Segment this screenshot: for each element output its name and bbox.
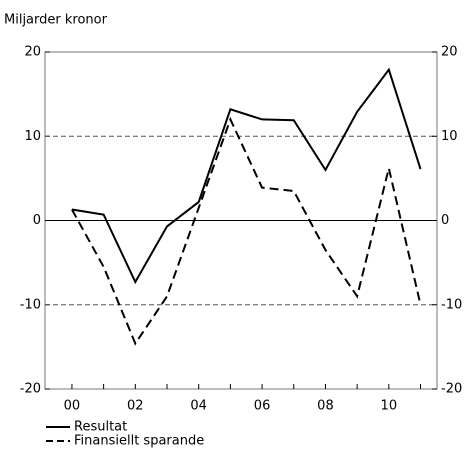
- series-line: [71, 67, 422, 285]
- y-tick-label: 10: [24, 129, 41, 144]
- chart-subtitle: Miljarder kronor: [4, 13, 108, 28]
- x-tick-label: 04: [190, 399, 207, 414]
- y2-tick-label: -20: [441, 382, 462, 397]
- x-tick-label: 00: [64, 399, 81, 414]
- x-tick-label: 02: [127, 399, 144, 414]
- y-tick-label: 0: [33, 213, 41, 228]
- y2-tick-label: -10: [441, 297, 462, 312]
- legend-label: Finansiellt sparande: [74, 434, 204, 449]
- y-tick-label: 20: [24, 45, 41, 60]
- y2-tick-label: 0: [441, 213, 449, 228]
- series-line: [71, 116, 422, 346]
- x-tick-label: 08: [317, 399, 334, 414]
- x-tick-label: 06: [254, 399, 271, 414]
- y-tick-label: -20: [20, 382, 41, 397]
- legend-label: Resultat: [74, 420, 127, 435]
- y-tick-label: -10: [20, 297, 41, 312]
- y2-tick-label: 10: [441, 129, 458, 144]
- y2-tick-label: 20: [441, 45, 458, 60]
- x-tick-label: 10: [381, 399, 398, 414]
